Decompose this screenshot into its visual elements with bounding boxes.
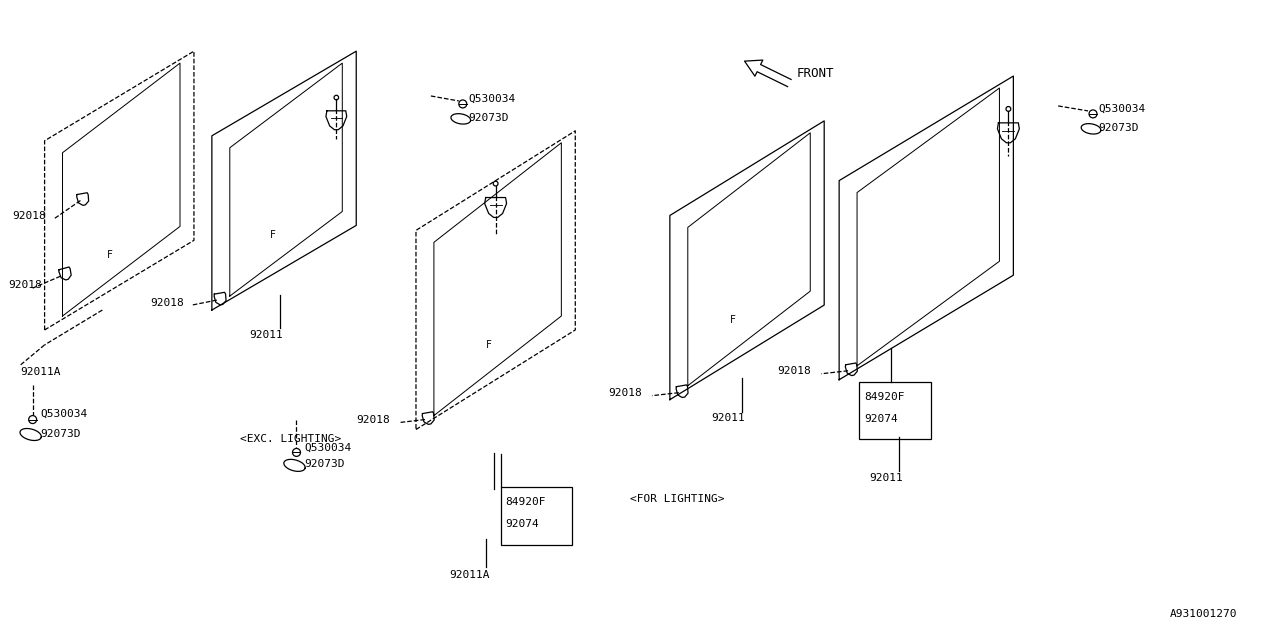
Text: 92011A: 92011A <box>20 367 61 377</box>
Text: 92074: 92074 <box>506 519 539 529</box>
Text: 92011: 92011 <box>869 474 902 483</box>
Text: 92018: 92018 <box>150 298 184 308</box>
Text: F: F <box>108 250 113 260</box>
Text: Q530034: Q530034 <box>305 442 352 452</box>
Text: 92011A: 92011A <box>449 570 489 580</box>
Text: 92073D: 92073D <box>41 429 81 438</box>
Bar <box>500 487 572 545</box>
Text: 92018: 92018 <box>777 366 812 376</box>
Text: Q530034: Q530034 <box>41 408 88 419</box>
Text: <EXC. LIGHTING>: <EXC. LIGHTING> <box>239 435 340 444</box>
Text: 92073D: 92073D <box>1098 123 1138 133</box>
Bar <box>859 381 931 440</box>
Text: 84920F: 84920F <box>864 392 905 402</box>
Text: F: F <box>270 230 275 241</box>
Text: <FOR LIGHTING>: <FOR LIGHTING> <box>630 494 724 504</box>
Text: 92011: 92011 <box>712 413 745 422</box>
Text: F: F <box>485 340 492 350</box>
Text: 92018: 92018 <box>8 280 41 290</box>
Text: 92074: 92074 <box>864 413 897 424</box>
Text: F: F <box>730 315 736 325</box>
Text: Q530034: Q530034 <box>1098 104 1146 114</box>
Text: 92073D: 92073D <box>305 460 346 469</box>
Text: A931001270: A931001270 <box>1170 609 1238 619</box>
Text: 84920F: 84920F <box>506 497 547 508</box>
Text: 92018: 92018 <box>356 415 390 424</box>
Text: FRONT: FRONT <box>796 67 833 79</box>
Text: Q530034: Q530034 <box>468 94 516 104</box>
Text: 92073D: 92073D <box>468 113 509 123</box>
Text: 92011: 92011 <box>250 330 283 340</box>
Text: 92018: 92018 <box>608 388 641 397</box>
Text: 92018: 92018 <box>13 211 46 221</box>
